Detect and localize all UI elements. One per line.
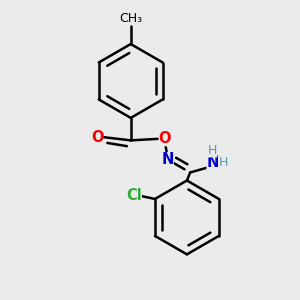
Text: O: O bbox=[91, 130, 103, 145]
Text: Cl: Cl bbox=[126, 188, 142, 203]
Text: N: N bbox=[206, 155, 219, 170]
Text: H: H bbox=[208, 145, 217, 158]
Text: N: N bbox=[161, 152, 174, 167]
Text: H: H bbox=[218, 156, 228, 169]
Text: CH₃: CH₃ bbox=[119, 12, 142, 25]
Text: O: O bbox=[158, 131, 171, 146]
